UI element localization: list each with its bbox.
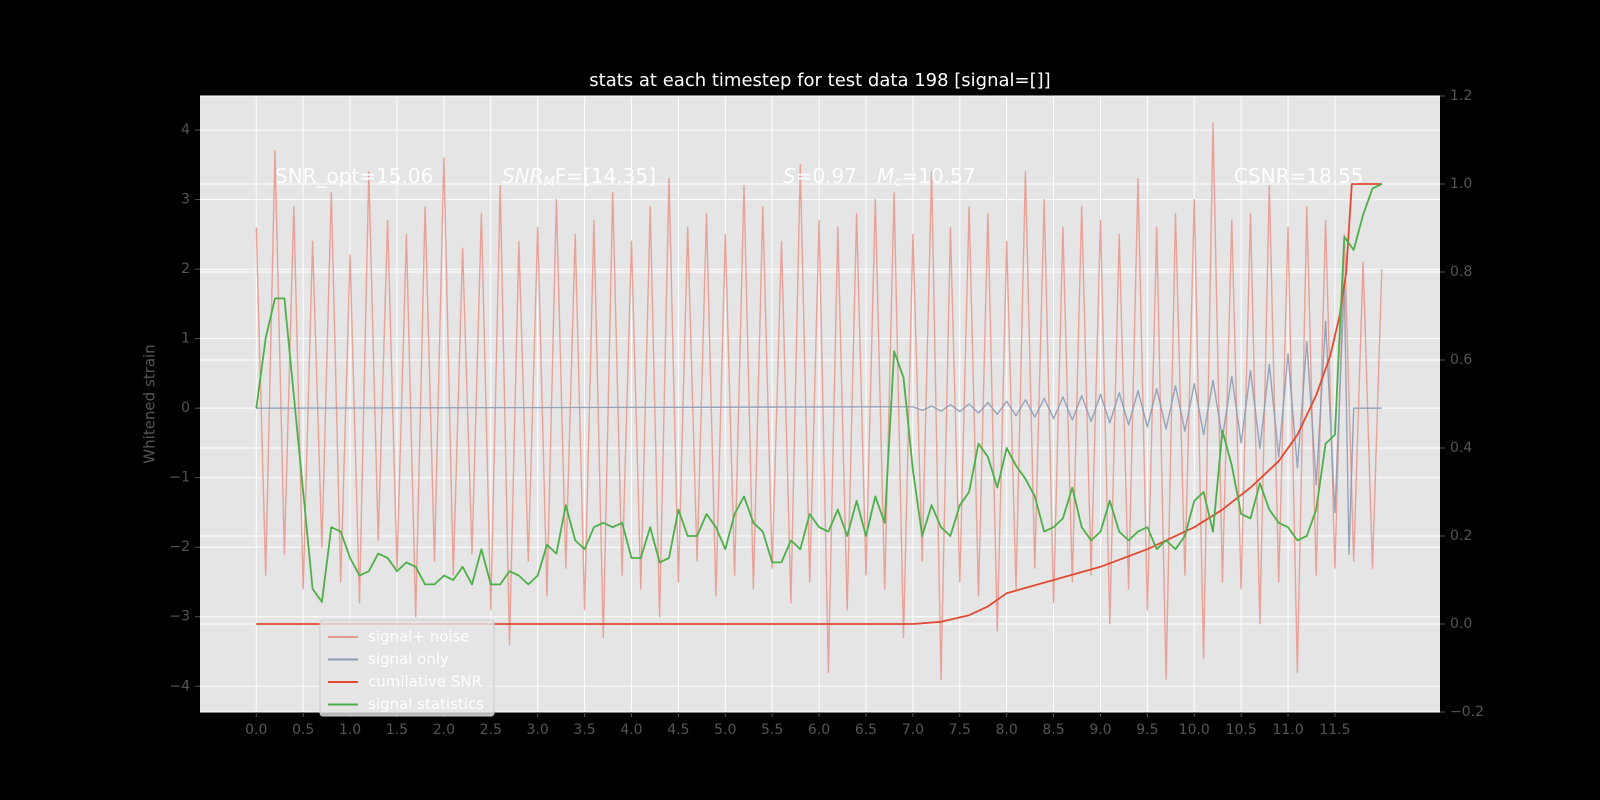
annotation-part: SNR_opt=15.06 <box>275 164 433 188</box>
legend-label: signal+ noise <box>368 628 470 646</box>
x-tick-label: 8.5 <box>1042 722 1064 738</box>
y2-tick-label: 0.6 <box>1450 352 1472 368</box>
y-tick-label: 0 <box>181 400 190 416</box>
y-tick-label: −4 <box>169 678 190 694</box>
annotation-part: =0.97 <box>796 164 857 188</box>
x-tick-label: 2.5 <box>480 722 502 738</box>
y-tick-label: −2 <box>169 539 190 555</box>
annotation: SNRMF=[14.35] <box>502 164 656 190</box>
x-tick-label: 4.5 <box>667 722 689 738</box>
y2-tick-label: 0.8 <box>1450 264 1472 280</box>
x-tick-label: 10.5 <box>1226 722 1257 738</box>
annotation-part: =10.57 <box>901 164 975 188</box>
x-tick-label: 5.5 <box>761 722 783 738</box>
y-tick-label: 2 <box>181 261 190 277</box>
annotation-part: F=[14.35] <box>555 164 656 188</box>
chart-title: stats at each timestep for test data 198… <box>589 70 1050 91</box>
x-tick-label: 8.0 <box>996 722 1018 738</box>
x-tick-label: 2.0 <box>433 722 455 738</box>
annotation: CSNR=18.55 <box>1234 164 1364 188</box>
plot-area <box>200 96 1440 712</box>
annotation: SNR_opt=15.06 <box>275 164 433 188</box>
x-tick-label: 9.5 <box>1136 722 1158 738</box>
y2-tick-label: 0.2 <box>1450 528 1472 544</box>
annotation-part: SNR <box>502 164 544 188</box>
y-tick-label: −3 <box>169 609 190 625</box>
series-line <box>255 183 1383 603</box>
y2-tick-label: 1.0 <box>1450 176 1472 192</box>
x-tick-label: 9.0 <box>1089 722 1111 738</box>
annotation: Mc=10.57 <box>877 164 975 190</box>
x-tick-label: 3.0 <box>527 722 549 738</box>
x-tick-label: 5.0 <box>714 722 736 738</box>
x-tick-label: 1.5 <box>386 722 408 738</box>
annotation-part: M <box>544 175 555 190</box>
x-tick-label: 7.0 <box>902 722 924 738</box>
y-tick-label: 3 <box>181 192 190 208</box>
series-line <box>255 122 1383 680</box>
legend-box <box>319 619 495 717</box>
x-tick-label: 0.5 <box>292 722 314 738</box>
y2-tick-label: −0.2 <box>1450 704 1484 720</box>
y2-tick-label: 1.2 <box>1450 88 1472 104</box>
series-line <box>256 282 1382 555</box>
x-tick-label: 11.0 <box>1272 722 1303 738</box>
x-tick-label: 11.5 <box>1319 722 1350 738</box>
y-tick-label: 1 <box>181 331 190 347</box>
x-tick-label: 4.0 <box>620 722 642 738</box>
x-tick-label: 6.0 <box>808 722 830 738</box>
legend-label: cumilative SNR <box>368 673 482 691</box>
x-tick-label: 7.5 <box>949 722 971 738</box>
annotation-part: c <box>894 175 901 190</box>
x-tick-label: 10.0 <box>1179 722 1210 738</box>
annotation-part: M <box>877 164 894 188</box>
y2-tick-label: 0.4 <box>1450 440 1472 456</box>
legend-label: signal statistics <box>368 695 484 713</box>
y-axis-label: Whitened strain <box>141 344 159 463</box>
series-line <box>256 183 1382 625</box>
annotation-part: S <box>783 164 796 188</box>
x-tick-label: 3.5 <box>573 722 595 738</box>
annotation: S=0.97 <box>783 164 857 188</box>
x-tick-label: 1.0 <box>339 722 361 738</box>
y-tick-label: 4 <box>181 122 190 138</box>
x-tick-label: 0.0 <box>245 722 267 738</box>
legend-label: signal only <box>368 650 449 668</box>
annotation-part: CSNR=18.55 <box>1234 164 1364 188</box>
x-tick-label: 6.5 <box>855 722 877 738</box>
y2-tick-label: 0.0 <box>1450 616 1472 632</box>
y-tick-label: −1 <box>169 470 190 486</box>
